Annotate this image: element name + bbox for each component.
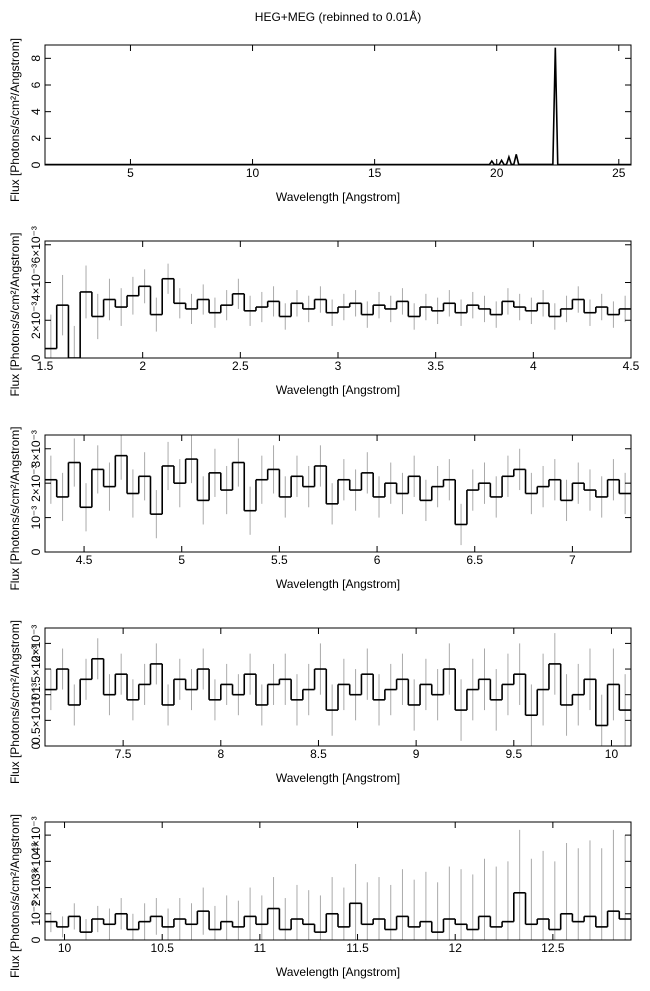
y-tick-label: 0 xyxy=(29,354,43,361)
y-tick-label: 2 xyxy=(29,135,43,142)
y-tick-label: 3×10⁻³ xyxy=(29,843,43,880)
spectrum-line xyxy=(45,47,631,165)
axes-frame xyxy=(44,627,632,747)
y-tick-label: 0.5×10⁻³ xyxy=(29,697,43,744)
panel: 7.5 8 8.5 9 9.5 10 00.5×10⁻³10⁻³1.5×10⁻³2×10⁻³… xyxy=(8,620,632,785)
x-tick-label: 5 xyxy=(178,553,185,567)
x-axis-label: Wavelength [Angstrom] xyxy=(276,965,400,979)
x-tick-label: 9.5 xyxy=(505,747,522,761)
x-tick-label: 10.5 xyxy=(151,941,175,955)
x-tick-label: 8.5 xyxy=(310,747,327,761)
x-tick-label: 2.5 xyxy=(232,359,249,373)
x-tick-label: 7 xyxy=(569,553,576,567)
y-axis-label: Flux [Photons/s/cm²/Angstrom] xyxy=(8,232,22,396)
plot-area xyxy=(45,829,631,940)
y-tick-label: 6×10⁻³ xyxy=(29,226,43,263)
axes-frame xyxy=(44,44,632,166)
x-tick-label: 6.5 xyxy=(466,553,483,567)
plot-area xyxy=(45,435,631,546)
y-tick-label: 4×10⁻³ xyxy=(29,264,43,301)
axes-frame xyxy=(44,434,632,553)
y-tick-label: 10⁻³ xyxy=(29,902,43,926)
y-tick-label: 10⁻³ xyxy=(29,506,43,530)
y-tick-label: 0 xyxy=(29,742,43,749)
x-tick-label: 1.5 xyxy=(37,359,54,373)
y-tick-label: 2×10⁻³ xyxy=(29,869,43,906)
x-axis-label: Wavelength [Angstrom] xyxy=(276,190,400,204)
y-tick-label: 4×10⁻³ xyxy=(29,816,43,853)
x-tick-label: 5 xyxy=(127,166,134,180)
y-axis-label: Flux [Photons/s/cm²/Angstrom] xyxy=(8,620,22,784)
x-tick-label: 12 xyxy=(449,941,463,955)
x-tick-label: 10 xyxy=(605,747,619,761)
panel: 4.5 5 5.5 6 6.5 7 0 10⁻³ 2×10⁻³3×10⁻³ Wavelength … xyxy=(8,426,632,591)
y-tick-label: 0 xyxy=(29,548,43,555)
x-axis-label: Wavelength [Angstrom] xyxy=(276,771,400,785)
y-axis-label: Flux [Photons/s/cm²/Angstrom] xyxy=(8,38,22,202)
x-tick-label: 20 xyxy=(490,166,504,180)
x-tick-label: 11 xyxy=(254,941,267,955)
x-tick-label: 3 xyxy=(335,359,342,373)
y-tick-label: 6 xyxy=(29,81,43,88)
y-axis-label: Flux [Photons/s/cm²/Angstrom] xyxy=(8,426,22,590)
x-tick-label: 9 xyxy=(413,747,420,761)
axes-frame xyxy=(44,821,632,941)
y-axis-label: Flux [Photons/s/cm²/Angstrom] xyxy=(8,814,22,978)
x-tick-label: 25 xyxy=(612,166,626,180)
y-tick-label: 10⁻³ xyxy=(29,683,43,707)
x-axis-label: Wavelength [Angstrom] xyxy=(276,383,400,397)
plot-area xyxy=(45,263,631,358)
x-tick-label: 11.5 xyxy=(346,941,369,955)
y-tick-label: 2×10⁻³ xyxy=(29,464,43,501)
x-tick-label: 10 xyxy=(58,941,72,955)
x-tick-label: 6 xyxy=(374,553,381,567)
x-tick-label: 2 xyxy=(139,359,146,373)
x-tick-label: 4 xyxy=(530,359,537,373)
y-tick-label: 2×10⁻³ xyxy=(29,625,43,662)
y-tick-label: 0 xyxy=(29,161,43,168)
plot-area xyxy=(45,633,631,746)
x-tick-label: 4.5 xyxy=(623,359,640,373)
x-tick-label: 4.5 xyxy=(76,553,93,567)
x-tick-label: 8 xyxy=(217,747,224,761)
panel: 5 10 15 20 25 0 2 4 6 8 Wavelength [Angstrom] Flux … xyxy=(8,38,632,204)
x-tick-label: 10 xyxy=(246,166,260,180)
x-tick-label: 5.5 xyxy=(271,553,288,567)
x-tick-label: 15 xyxy=(368,166,382,180)
x-tick-label: 7.5 xyxy=(115,747,132,761)
x-tick-label: 12.5 xyxy=(541,941,565,955)
panel: 1.5 2 2.5 3 3.5 4 4.5 0 2×10⁻³4×10⁻³6×10⁻³ Wavele… xyxy=(8,226,639,397)
y-tick-label: 8 xyxy=(29,55,43,62)
y-tick-label: 3×10⁻³ xyxy=(29,430,43,467)
chart-title: HEG+MEG (rebinned to 0.01Å) xyxy=(255,9,421,24)
x-tick-label: 3.5 xyxy=(427,359,444,373)
plot-area xyxy=(45,47,631,165)
y-tick-label: 1.5×10⁻³ xyxy=(29,645,43,692)
y-tick-label: 0 xyxy=(29,936,43,943)
x-axis-label: Wavelength [Angstrom] xyxy=(276,577,400,591)
y-tick-label: 4 xyxy=(29,108,43,115)
y-tick-label: 2×10⁻³ xyxy=(29,302,43,339)
panel: 10 10.5 11 11.5 12 12.5 0 10⁻³2×10⁻³3×10⁻³4×10⁻… xyxy=(8,814,632,979)
